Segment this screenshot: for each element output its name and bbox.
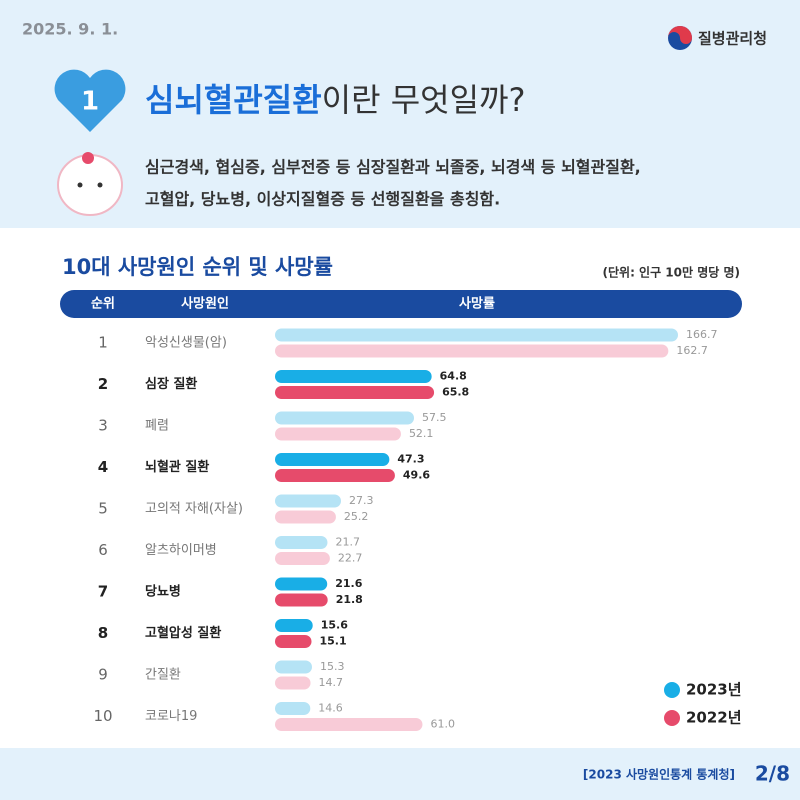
- value-label: 57.5: [422, 411, 447, 424]
- mascot: [57, 152, 123, 216]
- bar: [275, 453, 390, 466]
- rank: 6: [98, 541, 108, 559]
- rank: 3: [98, 417, 108, 435]
- description-line: 심근경색, 협심증, 심부전증 등 심장질환과 뇌졸중, 뇌경색 등 뇌혈관질환…: [145, 158, 641, 177]
- date: 2025. 9. 1.: [22, 20, 118, 39]
- bar: [275, 510, 336, 524]
- unit-note: (단위: 인구 10만 명당 명): [603, 265, 741, 280]
- column-header: 순위: [91, 297, 115, 312]
- bar: [275, 660, 312, 674]
- value-label: 49.6: [403, 469, 430, 482]
- rank: 9: [98, 666, 108, 684]
- value-label: 21.8: [336, 593, 363, 606]
- agency-logo: [668, 26, 692, 50]
- column-header: 사망원인: [181, 296, 229, 312]
- source: [2023 사망원인통계 통계청]: [583, 767, 735, 782]
- category-label: 당뇨병: [145, 584, 181, 600]
- value-label: 14.6: [318, 702, 343, 715]
- bar: [275, 702, 311, 715]
- value-label: 21.7: [335, 536, 360, 549]
- legend-swatch: [664, 682, 680, 698]
- headline-rest: 이란 무엇일까?: [322, 81, 526, 119]
- category-label: 뇌혈관 질환: [145, 459, 209, 475]
- bar: [275, 411, 415, 425]
- bar: [275, 536, 328, 549]
- value-label: 166.7: [686, 328, 718, 341]
- headline: 심뇌혈관질환이란 무엇일까?: [145, 81, 525, 119]
- category-label: 폐렴: [145, 419, 169, 434]
- headline-highlight: 심뇌혈관질환: [145, 81, 322, 119]
- value-label: 61.0: [430, 718, 455, 731]
- bar: [275, 635, 312, 648]
- value-label: 15.6: [321, 619, 348, 632]
- category-label: 고혈압성 질환: [145, 625, 221, 641]
- value-label: 65.8: [442, 386, 469, 399]
- category-label: 고의적 자해(자살): [145, 502, 243, 517]
- badge-heart: [54, 69, 126, 132]
- rank: 4: [98, 458, 108, 476]
- value-label: 47.3: [397, 453, 424, 466]
- bar: [275, 552, 330, 565]
- category-label: 악성신생물(암): [145, 336, 227, 351]
- chart-title: 10대 사망원인 순위 및 사망률: [62, 255, 333, 279]
- category-label: 간질환: [145, 668, 181, 683]
- value-label: 15.3: [320, 660, 345, 673]
- legend-swatch: [664, 710, 680, 726]
- rank: 7: [98, 583, 108, 601]
- rank: 8: [98, 624, 108, 642]
- bar: [275, 577, 328, 591]
- bar: [275, 386, 435, 399]
- value-label: 64.8: [440, 370, 467, 383]
- badge-number: 1: [81, 87, 99, 117]
- table-header: [60, 290, 742, 318]
- value-label: 52.1: [409, 427, 434, 440]
- rank: 5: [98, 500, 108, 518]
- bar: [275, 328, 678, 342]
- bar: [275, 344, 669, 358]
- value-label: 14.7: [319, 676, 344, 689]
- bar: [275, 370, 432, 383]
- bar: [275, 619, 313, 632]
- bar: [275, 469, 395, 482]
- legend-label: 2023년: [686, 681, 742, 699]
- value-label: 22.7: [338, 552, 363, 565]
- value-label: 25.2: [344, 510, 369, 523]
- category-label: 알츠하이머병: [145, 543, 217, 558]
- bar: [275, 494, 341, 508]
- rank: 1: [98, 334, 108, 352]
- description-line: 고혈압, 당뇨병, 이상지질혈증 등 선행질환을 총칭함.: [145, 190, 500, 209]
- header-background: [0, 0, 800, 228]
- legend-label: 2022년: [686, 709, 742, 727]
- bar: [275, 427, 401, 441]
- page-number: 2/8: [755, 762, 790, 786]
- value-label: 27.3: [349, 494, 374, 507]
- column-header: 사망률: [459, 296, 495, 312]
- footer-background: [0, 748, 800, 800]
- value-label: 15.1: [320, 635, 347, 648]
- category-label: 코로나19: [145, 709, 197, 724]
- bar: [275, 676, 311, 690]
- category-label: 심장 질환: [145, 376, 197, 392]
- rank: 10: [93, 707, 112, 725]
- rank: 2: [98, 375, 108, 393]
- value-label: 21.6: [335, 577, 362, 590]
- value-label: 162.7: [676, 344, 708, 357]
- bar: [275, 718, 423, 731]
- bar: [275, 593, 328, 607]
- agency-name: 질병관리청: [698, 30, 767, 48]
